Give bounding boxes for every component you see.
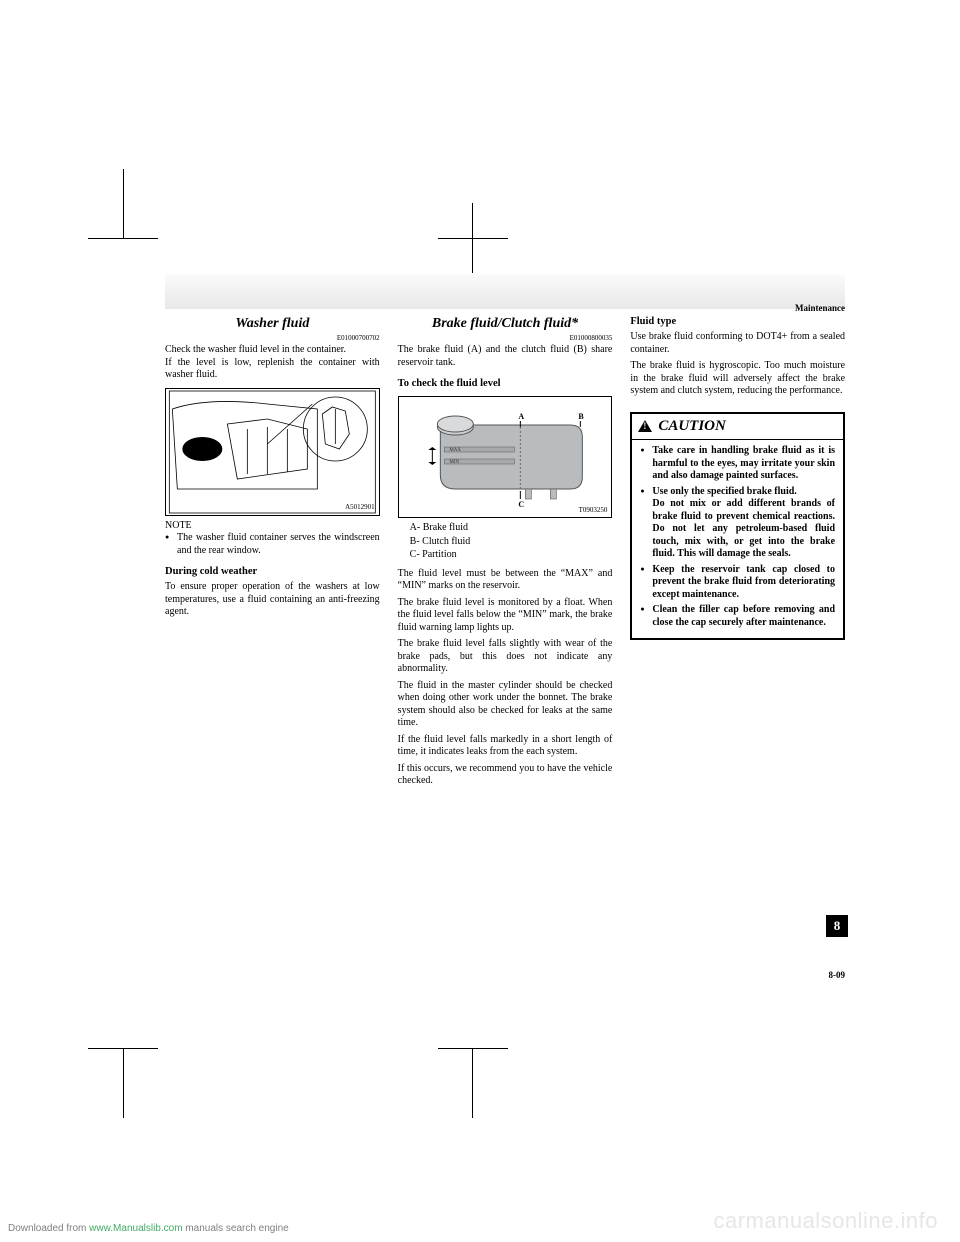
- engine-bay-illustration: [166, 389, 379, 515]
- note-list: The washer fluid container serves the wi…: [165, 532, 380, 557]
- footer-right-watermark: carmanualsonline.info: [713, 1208, 938, 1234]
- column-1: Washer fluid E01000700702 Check the wash…: [165, 315, 380, 792]
- caution-item: Take care in handling brake fluid as it …: [640, 445, 835, 483]
- brake-p4: The fluid in the master cylinder should …: [398, 680, 613, 730]
- check-level-heading: To check the fluid level: [398, 377, 613, 390]
- note-heading: NOTE: [165, 520, 380, 533]
- crop-mark: [472, 203, 473, 273]
- brake-fluid-intro: The brake fluid (A) and the clutch fluid…: [398, 344, 613, 369]
- fluid-type-p2: The brake fluid is hygroscopic. Too much…: [630, 360, 845, 398]
- caution-item: Keep the reservoir tank cap closed to pr…: [640, 564, 835, 602]
- page-number: 8-09: [829, 970, 846, 980]
- caution-header: CAUTION: [632, 414, 843, 441]
- legend-b: B- Clutch fluid: [410, 536, 613, 549]
- warning-triangle-icon: [638, 420, 652, 432]
- svg-text:MIN: MIN: [449, 460, 459, 465]
- svg-text:MAX: MAX: [449, 448, 461, 453]
- caution-item: Clean the filler cap before removing and…: [640, 604, 835, 629]
- caution-body: Take care in handling brake fluid as it …: [632, 440, 843, 638]
- caution-box: CAUTION Take care in handling brake flui…: [630, 412, 845, 641]
- column-3: Fluid type Use brake fluid conforming to…: [630, 315, 845, 792]
- brake-p5: If the fluid level falls markedly in a s…: [398, 734, 613, 759]
- crop-mark: [438, 238, 508, 239]
- crop-mark: [472, 1048, 473, 1118]
- washer-fluid-intro: Check the washer fluid level in the cont…: [165, 344, 380, 382]
- caution-list: Take care in handling brake fluid as it …: [640, 445, 835, 629]
- washer-fluid-figure: A5012901: [165, 388, 380, 516]
- header-gradient: [165, 275, 845, 309]
- page-content: Maintenance Washer fluid E01000700702 Ch…: [165, 315, 845, 792]
- figure-label: T0903250: [579, 506, 608, 515]
- reservoir-illustration: MAX MIN A B C: [399, 397, 612, 517]
- crop-mark: [123, 169, 124, 239]
- reservoir-figure: MAX MIN A B C: [398, 396, 613, 518]
- footer-left: Downloaded from www.Manualslib.com manua…: [8, 1223, 289, 1234]
- note-item: The washer fluid container serves the wi…: [165, 532, 380, 557]
- crop-mark: [123, 1048, 124, 1118]
- brake-p6: If this occurs, we recommend you to have…: [398, 763, 613, 788]
- cold-weather-heading: During cold weather: [165, 565, 380, 578]
- brake-fluid-title: Brake fluid/Clutch fluid*: [398, 315, 613, 333]
- legend-c: C- Partition: [410, 549, 613, 562]
- three-column-layout: Washer fluid E01000700702 Check the wash…: [165, 315, 845, 792]
- doc-id: E01000700702: [165, 334, 380, 343]
- legend-a: A- Brake fluid: [410, 522, 613, 535]
- footer-suffix: manuals search engine: [183, 1223, 289, 1234]
- cold-weather-body: To ensure proper operation of the washer…: [165, 581, 380, 619]
- footer-prefix: Downloaded from: [8, 1223, 89, 1234]
- section-tab: 8: [826, 915, 848, 937]
- fluid-type-p1: Use brake fluid conforming to DOT4+ from…: [630, 331, 845, 356]
- svg-text:C: C: [518, 500, 524, 509]
- column-2: Brake fluid/Clutch fluid* E01000800035 T…: [398, 315, 613, 792]
- svg-text:B: B: [578, 412, 584, 421]
- manualslib-link[interactable]: www.Manualslib.com: [89, 1223, 182, 1234]
- caution-item: Use only the specified brake fluid. Do n…: [640, 486, 835, 561]
- reservoir-legend: A- Brake fluid B- Clutch fluid C- Partit…: [410, 522, 613, 562]
- brake-p3: The brake fluid level falls slightly wit…: [398, 638, 613, 676]
- doc-id: E01000800035: [398, 334, 613, 343]
- fluid-type-heading: Fluid type: [630, 315, 845, 328]
- figure-label: A5012901: [345, 503, 375, 512]
- caution-title: CAUTION: [658, 417, 726, 436]
- brake-p1: The fluid level must be between the “MAX…: [398, 568, 613, 593]
- crop-mark: [438, 1048, 508, 1049]
- svg-text:A: A: [518, 412, 524, 421]
- chapter-header: Maintenance: [795, 303, 845, 313]
- brake-p2: The brake fluid level is monitored by a …: [398, 597, 613, 635]
- washer-fluid-title: Washer fluid: [165, 315, 380, 333]
